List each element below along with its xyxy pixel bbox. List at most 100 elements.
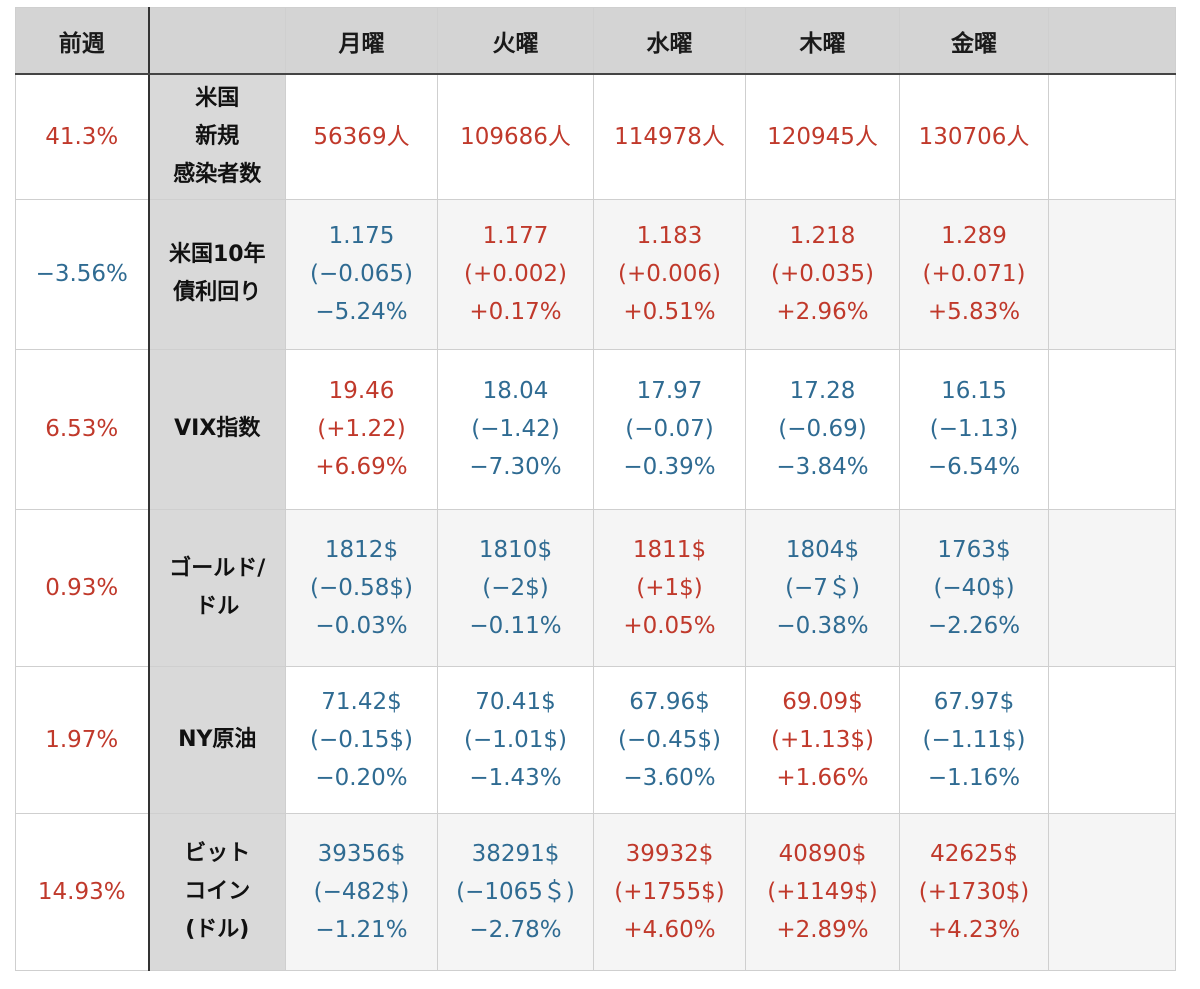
day-value-line: +1.66% <box>776 764 869 791</box>
day-value-cell: 1.289 (+0.071) +5.83% <box>899 198 1049 350</box>
empty-cell <box>1048 348 1176 510</box>
day-value-cell: 39356$ (−482$) −1.21% <box>285 812 438 971</box>
day-value-line: 19.46 <box>328 378 395 404</box>
day-value-line: (+0.071) <box>922 261 1026 287</box>
row-label: ビットコイン (ドル) <box>147 812 286 971</box>
day-value-line: +2.89% <box>776 916 869 943</box>
empty-cell <box>1048 665 1176 814</box>
header-extra <box>1048 7 1176 75</box>
row-label-line: (ドル) <box>185 916 250 942</box>
day-value-line: 1812$ <box>324 536 399 563</box>
day-value-line: (−1065＄) <box>456 878 575 905</box>
day-value-line: (−0.15$) <box>309 726 414 753</box>
day-value-line: −6.54% <box>927 454 1021 480</box>
day-value-line: −5.24% <box>315 299 408 325</box>
header-friday: 金曜 <box>899 7 1049 75</box>
table-row-gold-dollar: 0.93% ゴールド/ドル 1812$ (−0.58$) −0.03% 1810$ (−2$… <box>15 508 1176 667</box>
table-row-us-new-cases: 41.3% 米国 新規 感染者数 56369人 109686人 114978人 120945人… <box>15 73 1176 200</box>
day-value-cell: 1810$ (−2$) −0.11% <box>437 508 594 667</box>
row-label-line: ゴールド/ <box>169 555 266 581</box>
day-value-line: 40890$ <box>778 840 867 867</box>
prev-week-change: 41.3% <box>15 73 149 200</box>
day-value-cell: 70.41$ (−1.01$) −1.43% <box>437 665 594 814</box>
day-value-line: (−0.07) <box>625 416 714 442</box>
day-value-line: (−1.01$) <box>463 726 568 753</box>
row-label-line: 米国 <box>195 85 240 111</box>
prev-week-change: 14.93% <box>15 812 149 971</box>
row-label-line: ビット <box>184 840 251 866</box>
day-value-cell: 19.46 (+1.22) +6.69% <box>285 348 438 510</box>
day-value-line: +0.17% <box>469 299 562 325</box>
day-value-cell: 67.96$ (−0.45$) −3.60% <box>593 665 746 814</box>
day-value-cell: 42625$ (+1730$) +4.23% <box>899 812 1049 971</box>
day-value-line: 120945人 <box>767 123 878 150</box>
row-label: ゴールド/ドル <box>147 508 286 667</box>
table-row-ny-crude-oil: 1.97% NY原油 71.42$ (−0.15$) −0.20% 70.41$ (−1.0… <box>15 665 1176 814</box>
day-value-line: +6.69% <box>315 454 408 480</box>
header-monday: 月曜 <box>285 7 438 75</box>
day-value-line: −0.20% <box>315 764 408 791</box>
row-label-line: 新規 <box>195 123 240 149</box>
market-summary-table: 前週 月曜 火曜 水曜 木曜 金曜 41.3% 米国 新規 感染者数 56369人 109… <box>15 7 1176 971</box>
day-value-line: −0.39% <box>623 454 716 480</box>
day-value-line: −2.78% <box>469 916 562 943</box>
day-value-line: 69.09$ <box>782 688 863 715</box>
day-value-line: 114978人 <box>614 123 725 150</box>
day-value-line: (−40$) <box>933 574 1015 601</box>
day-value-line: 42625$ <box>930 840 1018 867</box>
header-row: 前週 月曜 火曜 水曜 木曜 金曜 <box>15 7 1176 75</box>
day-value-line: 1763$ <box>937 536 1011 563</box>
row-label-line: コイン <box>184 878 251 904</box>
prev-week-change: −3.56% <box>15 198 149 350</box>
day-value-line: −3.60% <box>623 764 716 791</box>
day-value-line: 39356$ <box>317 840 406 867</box>
day-value-line: 67.97$ <box>933 688 1015 715</box>
header-thursday: 木曜 <box>745 7 900 75</box>
day-value-line: +0.51% <box>623 299 716 325</box>
day-value-cell: 71.42$ (−0.15$) −0.20% <box>285 665 438 814</box>
day-value-line: 1.289 <box>941 223 1007 249</box>
day-value-line: 70.41$ <box>475 688 556 715</box>
empty-cell <box>1048 812 1176 971</box>
day-value-cell: 1.183 (+0.006) +0.51% <box>593 198 746 350</box>
empty-cell <box>1048 198 1176 350</box>
day-value-line: 1.183 <box>636 223 703 249</box>
day-value-cell: 1812$ (−0.58$) −0.03% <box>285 508 438 667</box>
table-body: 41.3% 米国 新規 感染者数 56369人 109686人 114978人 120945人… <box>15 73 1176 971</box>
day-value-line: 17.97 <box>636 378 703 404</box>
table-row-us-10y-yield: −3.56% 米国10年 債利回り 1.175 (−0.065) −5.24% 1.177(… <box>15 198 1176 350</box>
day-value-line: 130706人 <box>918 123 1030 150</box>
day-value-line: (−1.42) <box>471 416 560 442</box>
row-label-line: VIX指数 <box>174 416 261 441</box>
header-corner <box>147 7 286 75</box>
day-value-cell: 109686人 <box>437 73 594 200</box>
day-value-line: −0.03% <box>315 612 408 639</box>
day-value-line: (+0.035) <box>770 261 875 287</box>
day-value-line: 18.04 <box>482 378 549 404</box>
day-value-line: (+1.22) <box>317 416 406 442</box>
day-value-line: +2.96% <box>776 299 869 325</box>
day-value-line: −3.84% <box>776 454 869 480</box>
table-row-vix-index: 6.53% VIX指数 19.46 (+1.22) +6.69% 18.04 (−1.42)… <box>15 348 1176 510</box>
day-value-line: (+1755$) <box>614 878 725 905</box>
row-label-line: NY原油 <box>178 726 257 752</box>
empty-cell <box>1048 508 1176 667</box>
day-value-line: +0.05% <box>623 612 716 639</box>
row-label-line: 米国10年 <box>168 242 266 267</box>
day-value-cell: 18.04 (−1.42) −7.30% <box>437 348 594 510</box>
day-value-line: (−1.11$) <box>922 726 1026 753</box>
prev-week-change: 6.53% <box>15 348 149 510</box>
day-value-line: −1.21% <box>315 916 408 943</box>
day-value-cell: 120945人 <box>745 73 900 200</box>
day-value-line: −7.30% <box>469 454 562 480</box>
day-value-cell: 1804$ (−7＄) −0.38% <box>745 508 900 667</box>
day-value-line: 1811$ <box>632 536 707 563</box>
day-value-line: 17.28 <box>789 378 856 404</box>
day-value-line: (−7＄) <box>785 574 860 601</box>
day-value-cell: 1811$ (+1$) +0.05% <box>593 508 746 667</box>
prev-week-change: 0.93% <box>15 508 149 667</box>
day-value-line: +4.23% <box>927 916 1021 943</box>
day-value-line: −2.26% <box>927 612 1021 639</box>
day-value-line: (+0.002) <box>463 261 568 287</box>
row-label: 米国 新規 感染者数 <box>147 73 286 200</box>
